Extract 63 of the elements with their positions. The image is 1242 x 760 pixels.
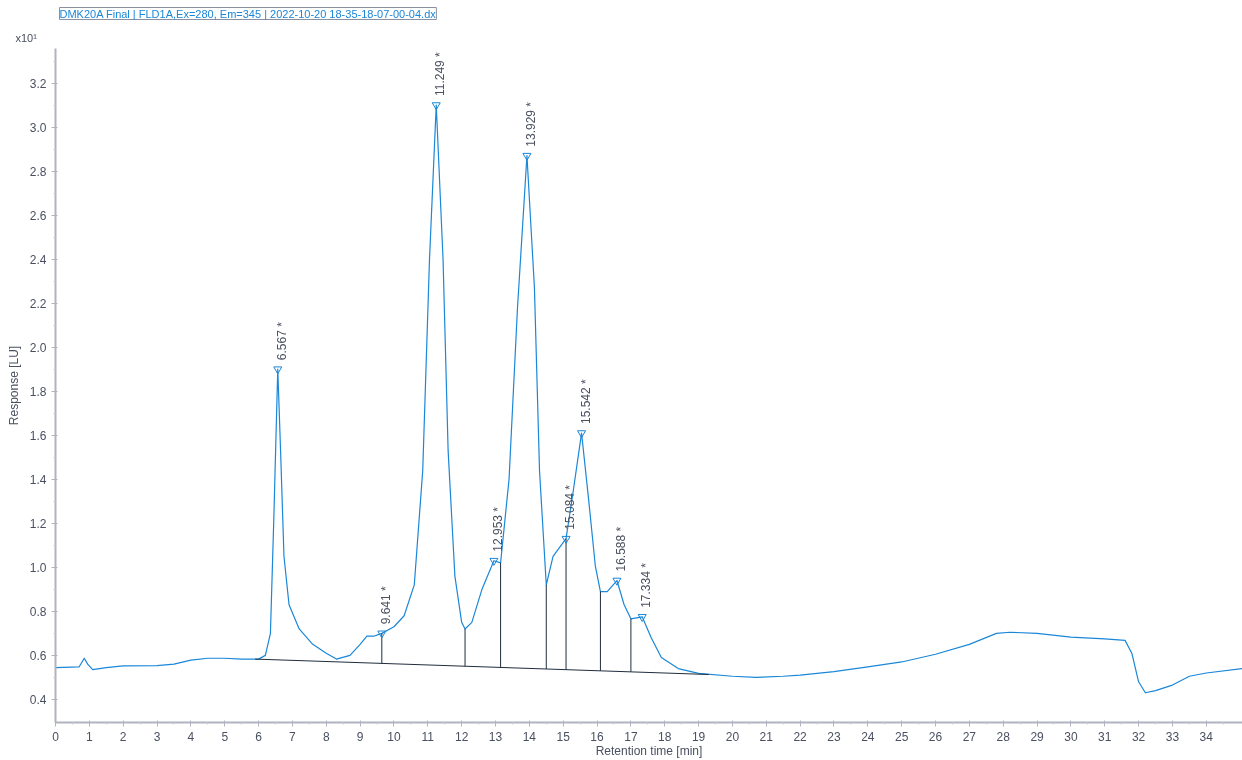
y-tick-label: 2.0 [29,340,47,355]
x-tick-label: 9 [356,729,364,744]
annotation: 15.084 * [563,484,578,530]
x-tick-label: 20 [725,729,740,744]
chart-title: DMK20A Final | FLD1A,Ex=280, Em=345 | 2022-10-20 18-35-18-07-00-04.dx [59,7,437,20]
y-tick-label: 3.2 [29,76,47,91]
y-tick-label: 2.2 [29,296,47,311]
x-tick-label: 25 [894,729,909,744]
x-tick-label: 18 [658,729,672,744]
x-tick-label: 31 [1098,729,1112,744]
y-tick-label: 3.0 [29,120,47,135]
x-tick-label: 14 [522,729,537,744]
x-tick-label: 6 [255,729,263,744]
x-tick-label: 12 [454,729,469,744]
annotation: 12.953 * [490,506,505,552]
annotation: 15.542 * [578,379,593,425]
x-tick-label: 8 [322,729,330,744]
y-tick-label: 2.8 [29,164,47,179]
y-tick-label: 0.8 [29,604,47,619]
x-tick-label: 27 [962,729,977,744]
annotation: 6.567 * [274,321,289,361]
x-tick-label: 19 [691,729,706,744]
y-tick-label: 2.6 [29,208,47,223]
y-tick-label: 1.8 [29,384,47,399]
x-tick-label: 2 [119,729,127,744]
annotation: 17.334 * [639,562,654,608]
x-tick-label: 0 [52,729,60,744]
x-tick-label: 7 [289,729,297,744]
x-tick-label: 34 [1199,729,1214,744]
x-tick-label: 15 [556,729,571,744]
annotation: 16.588 * [613,526,628,572]
y-axis-title: Response [LU] [6,345,21,426]
x-tick-label: 24 [861,729,875,744]
x-tick-label: 3 [153,729,161,744]
x-tick-label: 28 [996,729,1011,744]
x-tick-label: 23 [827,729,841,744]
x-tick-label: 32 [1131,729,1146,744]
x-tick-label: 17 [624,729,638,744]
y-tick-label: 1.4 [29,472,47,487]
text: x10¹ [15,31,38,44]
x-tick-label: 10 [387,729,401,744]
x-tick-label: 11 [421,729,435,744]
y-tick-label: 0.6 [29,648,47,663]
x-tick-label: 29 [1030,729,1045,744]
annotation: 9.641 * [378,585,393,625]
y-tick-label: 0.4 [29,692,47,707]
x-tick-label: 13 [488,729,503,744]
x-tick-label: 1 [86,729,94,744]
y-tick-label: 1.2 [29,516,47,531]
x-axis-title: Retention time [min] [595,743,703,758]
x-tick-label: 30 [1064,729,1078,744]
annotation: 13.929 * [523,101,538,147]
annotation: 11.249 * [433,51,448,97]
y-tick-label: 1.6 [29,428,47,443]
y-tick-label: 2.4 [29,252,47,267]
x-tick-label: 22 [793,729,808,744]
y-tick-label: 1.0 [29,560,47,575]
x-tick-label: 33 [1165,729,1180,744]
x-tick-label: 16 [590,729,605,744]
x-tick-label: 26 [928,729,943,744]
x-tick-label: 5 [221,729,229,744]
x-tick-label: 21 [759,729,774,744]
x-tick-label: 4 [187,729,195,744]
